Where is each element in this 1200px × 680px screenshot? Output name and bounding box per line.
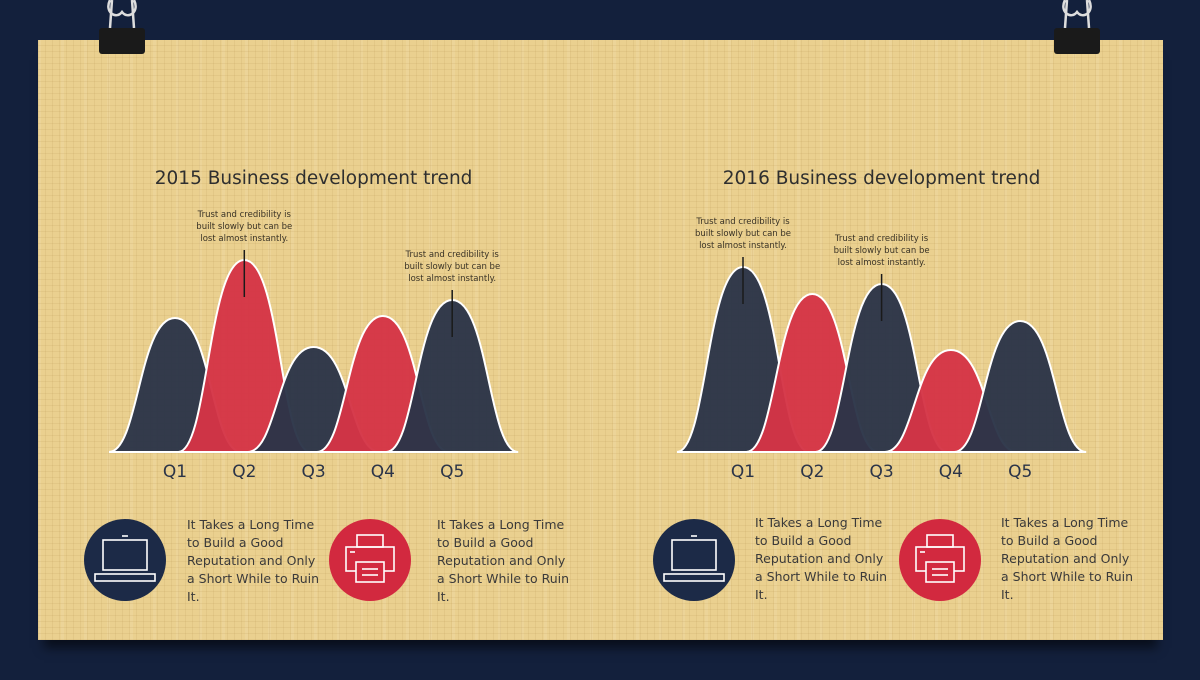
chart-title: 2015 Business development trend bbox=[155, 168, 473, 189]
icon-circle bbox=[329, 519, 411, 601]
laptop-base bbox=[663, 573, 725, 582]
feature-text: It Takes a Long Time to Build a Good Rep… bbox=[437, 517, 570, 604]
x-tick-label: Q4 bbox=[939, 462, 963, 482]
printer-paper bbox=[355, 561, 385, 583]
annotation: Trust and credibility is built slowly bu… bbox=[695, 217, 791, 251]
laptop-screen bbox=[102, 539, 148, 571]
printer-paper bbox=[925, 561, 955, 583]
x-tick-label: Q2 bbox=[800, 462, 824, 482]
feature-text: It Takes a Long Time to Build a Good Rep… bbox=[755, 515, 888, 602]
x-tick-label: Q3 bbox=[301, 462, 325, 482]
feature-text: It Takes a Long Time to Build a Good Rep… bbox=[187, 517, 320, 604]
binder-clip bbox=[99, 0, 145, 54]
x-tick-label: Q2 bbox=[232, 462, 256, 482]
x-tick-label: Q5 bbox=[1008, 462, 1032, 482]
printer-icon bbox=[345, 534, 395, 583]
annotation: Trust and credibility is built slowly bu… bbox=[196, 210, 293, 244]
laptop-icon bbox=[663, 535, 725, 582]
laptop-icon bbox=[94, 535, 156, 582]
annotation: Trust and credibility is built slowly bu… bbox=[833, 234, 930, 268]
laptop-screen bbox=[671, 539, 717, 571]
x-tick-label: Q5 bbox=[440, 462, 464, 482]
x-tick-label: Q1 bbox=[163, 462, 187, 482]
x-tick-label: Q1 bbox=[731, 462, 755, 482]
paper bbox=[38, 40, 1163, 640]
x-tick-label: Q4 bbox=[371, 462, 395, 482]
annotation: Trust and credibility is built slowly bu… bbox=[404, 250, 501, 284]
icon-circle bbox=[84, 519, 166, 601]
chart-title: 2016 Business development trend bbox=[723, 168, 1041, 189]
binder-clip bbox=[1054, 0, 1100, 54]
x-tick-label: Q3 bbox=[869, 462, 893, 482]
feature-text: It Takes a Long Time to Build a Good Rep… bbox=[1001, 515, 1134, 602]
laptop-base bbox=[94, 573, 156, 582]
printer-icon bbox=[915, 534, 965, 583]
icon-circle bbox=[653, 519, 735, 601]
icons bbox=[84, 519, 981, 601]
peak bbox=[953, 319, 1087, 453]
icon-circle bbox=[899, 519, 981, 601]
